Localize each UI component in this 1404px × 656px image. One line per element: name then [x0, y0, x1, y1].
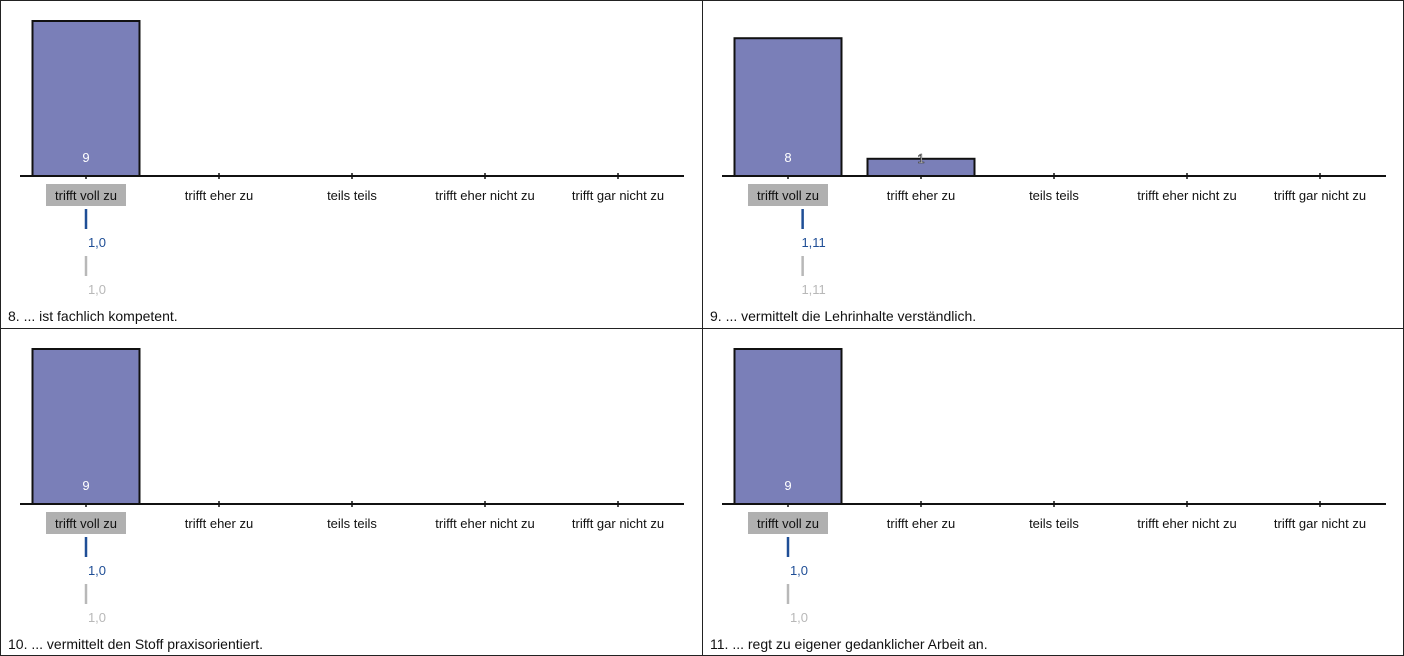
- chart-panel-9: 8 1 trifft voll zu trifft eher zu teils teil…: [702, 0, 1404, 328]
- category-label: trifft eher nicht zu: [1137, 516, 1236, 531]
- chart-panel-10: 9 trifft voll zu trifft eher zu teils teils…: [0, 328, 702, 656]
- bar: [733, 348, 843, 505]
- median-label: 1,0: [88, 610, 106, 625]
- bar: [31, 20, 141, 177]
- bar-value-label: 8: [784, 150, 791, 165]
- chart-caption: 11. ... regt zu eigener gedanklicher Arb…: [710, 636, 988, 652]
- bar: [31, 348, 141, 505]
- bar-value-label: 9: [82, 150, 89, 165]
- chart-panel-8: 9 trifft voll zu trifft eher zu teils teils…: [0, 0, 702, 328]
- mean-label: 1,11: [801, 235, 825, 250]
- category-label: trifft eher zu: [185, 516, 253, 531]
- mean-label: 1,0: [88, 563, 106, 578]
- chart-caption: 10. ... vermittelt den Stoff praxisorien…: [8, 636, 263, 652]
- chart-caption: 9. ... vermittelt die Lehrinhalte verstä…: [710, 308, 977, 324]
- bar-chart-10: 9 trifft voll zu trifft eher zu teils teils…: [20, 348, 684, 625]
- category-label: trifft voll zu: [757, 516, 819, 531]
- bar: [733, 37, 843, 177]
- category-label: trifft gar nicht zu: [572, 188, 664, 203]
- category-label: trifft voll zu: [55, 516, 117, 531]
- mean-label: 1,0: [790, 563, 808, 578]
- bar-chart-11: 9 trifft voll zu trifft eher zu teils teils…: [722, 348, 1386, 625]
- bar-chart-9: 8 1 trifft voll zu trifft eher zu teils teil…: [722, 37, 1386, 297]
- mean-label: 1,0: [88, 235, 106, 250]
- bar-value-label: 1: [917, 151, 924, 166]
- category-label: trifft gar nicht zu: [572, 516, 664, 531]
- category-label: trifft eher zu: [887, 188, 955, 203]
- bar-chart-8: 9 trifft voll zu trifft eher zu teils teils…: [20, 20, 684, 297]
- category-highlight: [748, 512, 828, 534]
- category-label: trifft eher nicht zu: [435, 516, 534, 531]
- category-label: trifft voll zu: [757, 188, 819, 203]
- category-label: teils teils: [327, 516, 377, 531]
- bar-value-label: 9: [82, 478, 89, 493]
- category-label: trifft eher zu: [887, 516, 955, 531]
- category-label: trifft gar nicht zu: [1274, 516, 1366, 531]
- category-highlight: [46, 512, 126, 534]
- bar: [866, 157, 976, 177]
- chart-caption: 8. ... ist fachlich kompetent.: [8, 308, 178, 324]
- median-label: 1,0: [88, 282, 106, 297]
- category-label: trifft eher nicht zu: [435, 188, 534, 203]
- category-label: teils teils: [1029, 188, 1079, 203]
- median-label: 1,11: [801, 282, 825, 297]
- category-label: trifft eher zu: [185, 188, 253, 203]
- bar-value-label: 9: [784, 478, 791, 493]
- category-label: teils teils: [1029, 516, 1079, 531]
- category-highlight: [46, 184, 126, 206]
- median-label: 1,0: [790, 610, 808, 625]
- category-highlight: [748, 184, 828, 206]
- chart-panel-11: 9 trifft voll zu trifft eher zu teils teils…: [702, 328, 1404, 656]
- category-label: trifft voll zu: [55, 188, 117, 203]
- category-label: trifft gar nicht zu: [1274, 188, 1366, 203]
- category-label: trifft eher nicht zu: [1137, 188, 1236, 203]
- category-label: teils teils: [327, 188, 377, 203]
